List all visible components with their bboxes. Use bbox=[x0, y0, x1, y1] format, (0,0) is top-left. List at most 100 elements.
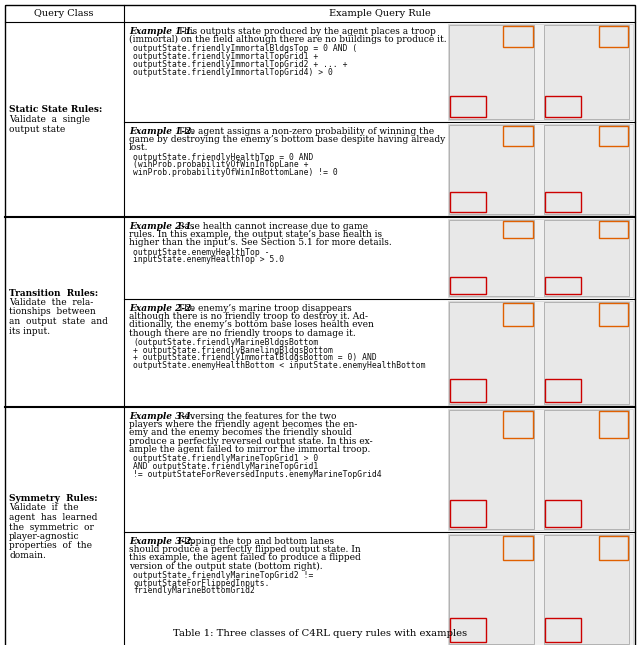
Text: Symmetry  Rules:: Symmetry Rules: bbox=[9, 494, 98, 503]
Bar bbox=[450, 501, 486, 527]
Text: Query Class: Query Class bbox=[34, 9, 93, 18]
Bar bbox=[545, 379, 581, 402]
Text: Example 2-1.: Example 2-1. bbox=[129, 222, 195, 231]
Text: (outputState.friendlyMarineBldgsBottom: (outputState.friendlyMarineBldgsBottom bbox=[133, 338, 318, 347]
Text: Flipping the top and bottom lanes: Flipping the top and bottom lanes bbox=[175, 537, 334, 546]
Text: outputStateForFlippedInputs.: outputStateForFlippedInputs. bbox=[133, 579, 269, 588]
Bar bbox=[448, 219, 633, 297]
Bar bbox=[448, 124, 633, 215]
Text: AND outputState.friendlyMarineTopGrid1: AND outputState.friendlyMarineTopGrid1 bbox=[133, 462, 318, 471]
Text: outputState.friendlyMarineTopGrid2 !=: outputState.friendlyMarineTopGrid2 != bbox=[133, 571, 314, 580]
Bar bbox=[598, 536, 628, 561]
Bar bbox=[450, 277, 486, 294]
Text: lost.: lost. bbox=[129, 143, 148, 152]
Bar bbox=[503, 411, 533, 437]
Text: Example 1-1.: Example 1-1. bbox=[129, 27, 195, 36]
Text: Example 3-1.: Example 3-1. bbox=[129, 412, 195, 421]
Text: Example 3-2.: Example 3-2. bbox=[129, 537, 195, 546]
Text: rules. In this example, the output state’s base health is: rules. In this example, the output state… bbox=[129, 230, 382, 239]
Bar bbox=[449, 535, 534, 644]
Bar bbox=[449, 302, 534, 404]
Bar bbox=[545, 617, 581, 642]
Bar bbox=[450, 96, 486, 117]
Text: higher than the input’s. See Section 5.1 for more details.: higher than the input’s. See Section 5.1… bbox=[129, 239, 392, 248]
Text: outputState.friendlyImmortalTopGrid4) > 0: outputState.friendlyImmortalTopGrid4) > … bbox=[133, 68, 333, 77]
Text: outputState.friendlyHealthTop = 0 AND: outputState.friendlyHealthTop = 0 AND bbox=[133, 153, 314, 162]
Text: version of the output state (bottom right).: version of the output state (bottom righ… bbox=[129, 562, 323, 571]
Bar bbox=[545, 277, 581, 294]
Text: The enemy’s marine troop disappears: The enemy’s marine troop disappears bbox=[175, 304, 352, 313]
Text: this example, the agent failed to produce a flipped: this example, the agent failed to produc… bbox=[129, 553, 361, 562]
Bar bbox=[450, 192, 486, 212]
Bar bbox=[598, 126, 628, 146]
Text: its input.: its input. bbox=[9, 326, 50, 335]
Bar bbox=[545, 96, 581, 117]
Text: Validate  a  single: Validate a single bbox=[9, 115, 90, 124]
Text: emy and the enemy becomes the friendly should: emy and the enemy becomes the friendly s… bbox=[129, 428, 352, 437]
Text: should produce a perfectly flipped output state. In: should produce a perfectly flipped outpu… bbox=[129, 545, 361, 554]
Text: ditionally, the enemy’s bottom base loses health even: ditionally, the enemy’s bottom base lose… bbox=[129, 321, 374, 330]
Text: tionships  between: tionships between bbox=[9, 308, 96, 317]
Text: inputState.enemyHealthTop > 5.0: inputState.enemyHealthTop > 5.0 bbox=[133, 255, 284, 264]
Text: Example Query Rule: Example Query Rule bbox=[328, 9, 430, 18]
Text: The agent assigns a non-zero probability of winning the: The agent assigns a non-zero probability… bbox=[175, 127, 435, 136]
Bar bbox=[544, 302, 629, 404]
Text: Base health cannot increase due to game: Base health cannot increase due to game bbox=[175, 222, 368, 231]
Text: players where the friendly agent becomes the en-: players where the friendly agent becomes… bbox=[129, 420, 357, 429]
Text: + outputState.friendlyImmortalBldgsBottom = 0) AND: + outputState.friendlyImmortalBldgsBotto… bbox=[133, 353, 377, 362]
Text: winProb.probabilityOfWinInBottomLane) != 0: winProb.probabilityOfWinInBottomLane) !=… bbox=[133, 168, 338, 177]
Text: outputState.friendlyImmortalTopGrid2 + ... +: outputState.friendlyImmortalTopGrid2 + .… bbox=[133, 60, 348, 69]
Text: Table 1: Three classes of C4RL query rules with examples: Table 1: Three classes of C4RL query rul… bbox=[173, 628, 467, 637]
Bar bbox=[503, 303, 533, 326]
Bar bbox=[448, 24, 633, 120]
Text: an  output  state  and: an output state and bbox=[9, 317, 108, 326]
Text: Example 1-2.: Example 1-2. bbox=[129, 127, 195, 136]
Bar bbox=[450, 379, 486, 402]
Text: outputState.friendlyImmortalBldgsTop = 0 AND (: outputState.friendlyImmortalBldgsTop = 0… bbox=[133, 45, 357, 54]
Bar bbox=[545, 192, 581, 212]
Bar bbox=[598, 26, 628, 47]
Bar bbox=[449, 410, 534, 529]
Text: (winProb.probabilityOfWinInTopLane +: (winProb.probabilityOfWinInTopLane + bbox=[133, 161, 308, 170]
Bar bbox=[598, 411, 628, 437]
Bar bbox=[449, 220, 534, 296]
Text: Validate  if  the: Validate if the bbox=[9, 504, 79, 513]
Text: This outputs state produced by the agent places a troop: This outputs state produced by the agent… bbox=[175, 27, 436, 36]
Bar bbox=[448, 301, 633, 405]
Text: Transition  Rules:: Transition Rules: bbox=[9, 288, 99, 297]
Bar bbox=[544, 535, 629, 644]
Bar bbox=[544, 410, 629, 529]
Text: properties  of  the: properties of the bbox=[9, 542, 92, 550]
Text: outputState.friendlyImmortalTopGrid1 +: outputState.friendlyImmortalTopGrid1 + bbox=[133, 52, 318, 61]
Text: outputState.enemyHealthBottom < inputState.enemyHealthBottom: outputState.enemyHealthBottom < inputSta… bbox=[133, 361, 426, 370]
Text: domain.: domain. bbox=[9, 551, 46, 560]
Bar bbox=[450, 617, 486, 642]
Text: Example 2-2.: Example 2-2. bbox=[129, 304, 195, 313]
Text: game by destroying the enemy’s bottom base despite having already: game by destroying the enemy’s bottom ba… bbox=[129, 135, 445, 144]
Text: ample the agent failed to mirror the immortal troop.: ample the agent failed to mirror the imm… bbox=[129, 445, 371, 454]
Text: Reversing the features for the two: Reversing the features for the two bbox=[175, 412, 337, 421]
Text: Validate  the  rela-: Validate the rela- bbox=[9, 298, 93, 307]
Bar bbox=[503, 26, 533, 47]
Text: though there are no friendly troops to damage it.: though there are no friendly troops to d… bbox=[129, 328, 356, 337]
Text: outputState.enemyHealthTop -: outputState.enemyHealthTop - bbox=[133, 248, 269, 257]
Bar bbox=[544, 25, 629, 119]
Bar bbox=[449, 25, 534, 119]
Bar bbox=[503, 536, 533, 561]
Text: (immortal) on the field although there are no buildings to produce it.: (immortal) on the field although there a… bbox=[129, 35, 447, 45]
Text: produce a perfectly reversed output state. In this ex-: produce a perfectly reversed output stat… bbox=[129, 437, 372, 446]
Bar bbox=[503, 126, 533, 146]
Text: + outputState.friendlyBanelingBldgsBottom: + outputState.friendlyBanelingBldgsBotto… bbox=[133, 346, 333, 355]
Text: agent  has  learned: agent has learned bbox=[9, 513, 97, 522]
Bar bbox=[545, 501, 581, 527]
Bar bbox=[598, 221, 628, 238]
Text: outputState.friendlyMarineTopGrid1 > 0: outputState.friendlyMarineTopGrid1 > 0 bbox=[133, 454, 318, 463]
Text: the  symmetric  or: the symmetric or bbox=[9, 522, 94, 531]
Text: output state: output state bbox=[9, 124, 65, 134]
Bar bbox=[449, 125, 534, 214]
Bar bbox=[448, 409, 633, 530]
Bar bbox=[544, 125, 629, 214]
Text: Static State Rules:: Static State Rules: bbox=[9, 106, 102, 115]
Text: friendlyMarineBottomGrid2: friendlyMarineBottomGrid2 bbox=[133, 586, 255, 595]
Text: != outputStateForReversedInputs.enemyMarineTopGrid4: != outputStateForReversedInputs.enemyMar… bbox=[133, 470, 381, 479]
